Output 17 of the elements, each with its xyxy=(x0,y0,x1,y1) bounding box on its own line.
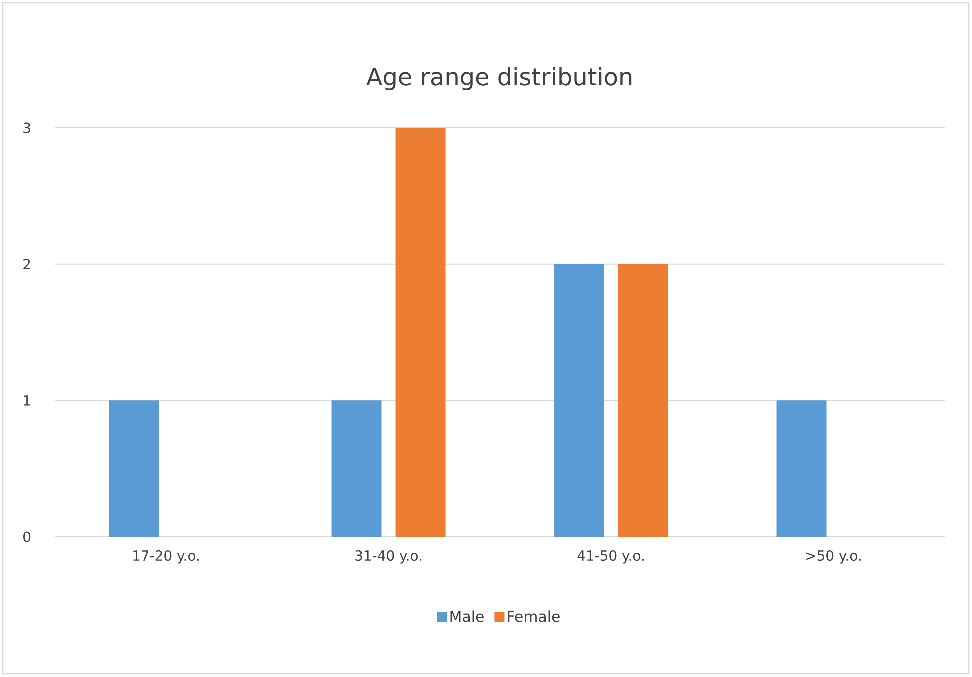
y-tick-label: 2 xyxy=(24,259,30,270)
bar xyxy=(109,400,160,537)
y-tick-label: 3 xyxy=(24,122,30,134)
x-tick-label: >50 y.o. xyxy=(806,550,861,564)
bar xyxy=(776,400,827,537)
chart-title: Age range distribution xyxy=(366,67,632,90)
bar xyxy=(618,264,668,537)
y-tick-label: 1 xyxy=(24,396,30,406)
bar xyxy=(396,128,446,537)
bar xyxy=(332,400,382,537)
legend-label: Female xyxy=(508,610,560,622)
legend-label: Male xyxy=(450,610,484,622)
x-tick-label: 41-50 y.o. xyxy=(578,550,644,564)
x-tick-label: 17-20 y.o. xyxy=(134,550,199,564)
x-tick-label: 31-40 y.o. xyxy=(356,550,422,564)
y-tick-label: 0 xyxy=(24,532,31,542)
bar xyxy=(554,264,604,537)
